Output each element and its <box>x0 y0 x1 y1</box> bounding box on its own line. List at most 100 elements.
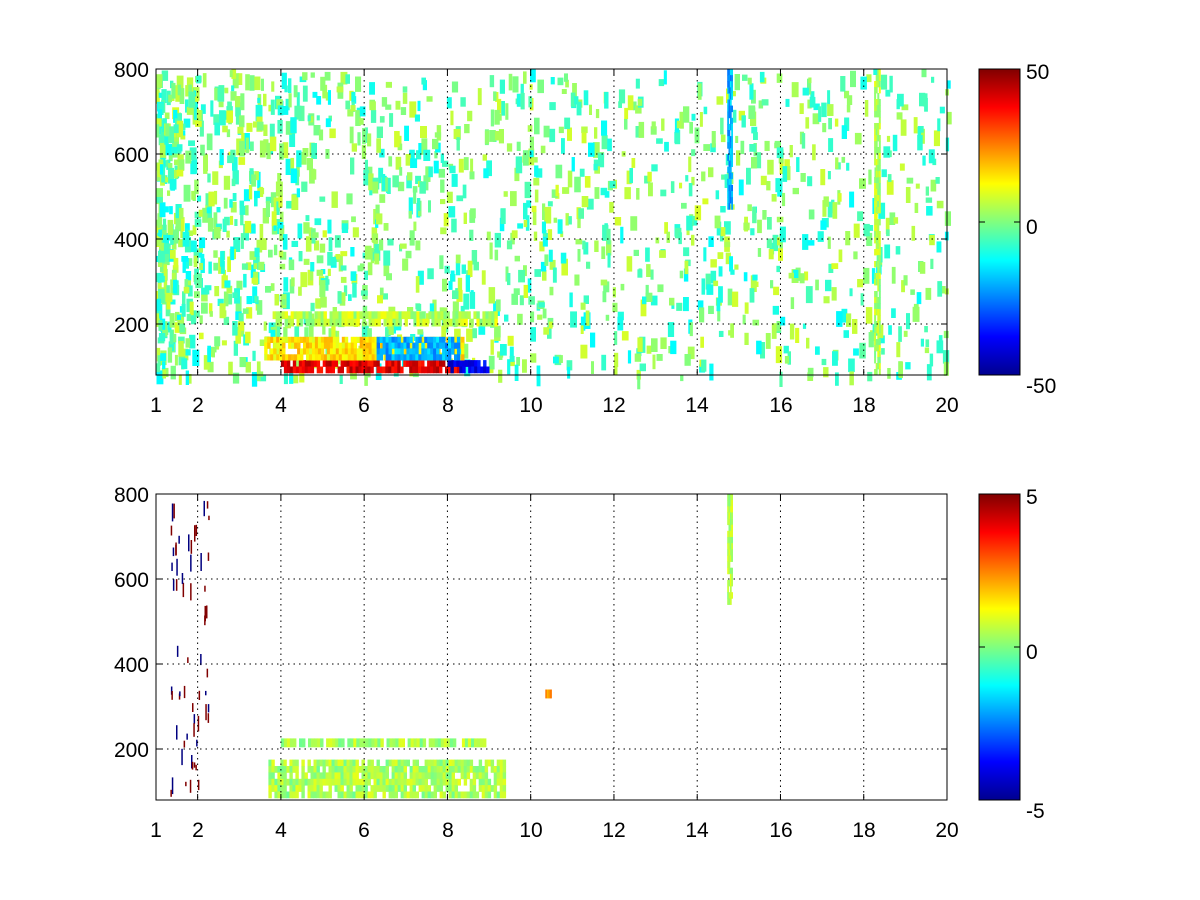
heatmap-cell <box>667 322 675 337</box>
heatmap-cell <box>380 311 384 320</box>
heatmap-cell <box>415 348 419 355</box>
heatmap-cell <box>470 208 476 219</box>
heatmap-cell <box>874 219 877 226</box>
heatmap-cell <box>488 355 495 370</box>
heatmap-cell <box>362 348 367 355</box>
heatmap-cell <box>380 738 384 748</box>
heatmap-cell <box>196 75 202 84</box>
heatmap-cell <box>314 318 318 327</box>
heatmap-cell <box>877 105 880 112</box>
heatmap-cell <box>846 105 851 113</box>
heatmap-cell <box>863 223 870 237</box>
heatmap-cell <box>352 366 356 374</box>
heatmap-cell <box>728 330 733 336</box>
heatmap-cell <box>875 99 878 106</box>
heatmap-cell <box>158 333 166 342</box>
heatmap-cell <box>195 764 197 771</box>
heatmap-cell <box>791 82 799 98</box>
heatmap-cell <box>422 80 427 91</box>
heatmap-cell <box>456 366 461 374</box>
heatmap-cell <box>184 279 188 294</box>
heatmap-cell <box>314 240 320 251</box>
heatmap-cell <box>455 348 459 355</box>
heatmap-cell <box>197 779 200 791</box>
heatmap-cell <box>239 357 246 368</box>
heatmap-cell <box>895 246 901 255</box>
heatmap-cell <box>480 738 484 748</box>
heatmap-cell <box>874 141 877 148</box>
heatmap-cell <box>752 319 760 326</box>
heatmap-cell <box>370 785 374 792</box>
heatmap-cell <box>440 179 445 193</box>
heatmap-cell <box>728 561 731 568</box>
heatmap-cell <box>942 350 950 364</box>
heatmap-cell <box>325 360 329 367</box>
heatmap-cell <box>878 261 881 268</box>
heatmap-cell <box>181 573 184 584</box>
heatmap-cell <box>277 791 281 799</box>
heatmap-cell <box>349 759 353 767</box>
heatmap-cell <box>727 184 729 192</box>
heatmap-cell <box>334 778 338 786</box>
heatmap-cell <box>404 348 408 355</box>
heatmap-cell <box>316 778 320 786</box>
heatmap-cell <box>463 778 468 786</box>
heatmap-cell <box>460 759 464 767</box>
heatmap-cell <box>233 340 238 356</box>
heatmap-cell <box>471 738 475 748</box>
heatmap-cell <box>312 348 316 355</box>
heatmap-cell <box>394 778 398 786</box>
heatmap-cell <box>911 225 916 241</box>
heatmap-cell <box>409 785 413 792</box>
heatmap-cell <box>412 342 416 349</box>
heatmap-cell <box>292 759 296 767</box>
heatmap-cell <box>727 288 733 306</box>
heatmap-cell <box>421 342 425 349</box>
heatmap-cell <box>482 318 486 327</box>
heatmap-cell <box>316 255 324 264</box>
heatmap-cell <box>268 778 272 786</box>
heatmap-cell <box>757 219 762 234</box>
heatmap-cell <box>306 342 310 349</box>
heatmap-cell <box>336 357 340 365</box>
heatmap-cell <box>307 360 312 367</box>
heatmap-cell <box>685 175 689 182</box>
heatmap-cell <box>310 262 315 272</box>
heatmap-cell <box>277 173 282 186</box>
heatmap-cell <box>728 500 731 507</box>
heatmap-cell <box>206 207 211 214</box>
heatmap-cell <box>331 772 335 780</box>
heatmap-cell <box>463 293 469 310</box>
heatmap-cell <box>474 738 478 748</box>
heatmap-cell <box>293 374 299 384</box>
heatmap-cell <box>430 360 434 367</box>
heatmap-cell <box>874 273 877 280</box>
heatmap-cell <box>490 766 495 773</box>
heatmap-cell <box>490 339 494 355</box>
heatmap-cell <box>319 772 323 780</box>
heatmap-cell <box>731 203 733 210</box>
heatmap-cell <box>182 291 186 307</box>
heatmap-cell <box>373 360 377 367</box>
heatmap-cell <box>179 207 184 219</box>
heatmap-cell <box>161 70 169 81</box>
heatmap-cell <box>165 143 173 156</box>
heatmap-cell <box>164 206 169 213</box>
heatmap-cell <box>878 231 881 238</box>
heatmap-cell <box>441 325 446 341</box>
heatmap-cell <box>217 88 225 102</box>
heatmap-cell <box>407 738 411 748</box>
heatmap-cell <box>430 342 434 349</box>
heatmap-cell <box>874 207 877 214</box>
heatmap-cell <box>170 525 173 536</box>
heatmap-cell <box>320 318 324 327</box>
heatmap-cell <box>317 738 321 748</box>
heatmap-cell <box>859 178 866 189</box>
heatmap-cell <box>877 207 880 214</box>
heatmap-cell <box>419 311 423 320</box>
heatmap-cell <box>415 336 419 343</box>
heatmap-cell <box>394 131 400 148</box>
heatmap-cell <box>299 318 303 327</box>
heatmap-cell <box>636 348 642 357</box>
heatmap-cell <box>460 97 466 107</box>
